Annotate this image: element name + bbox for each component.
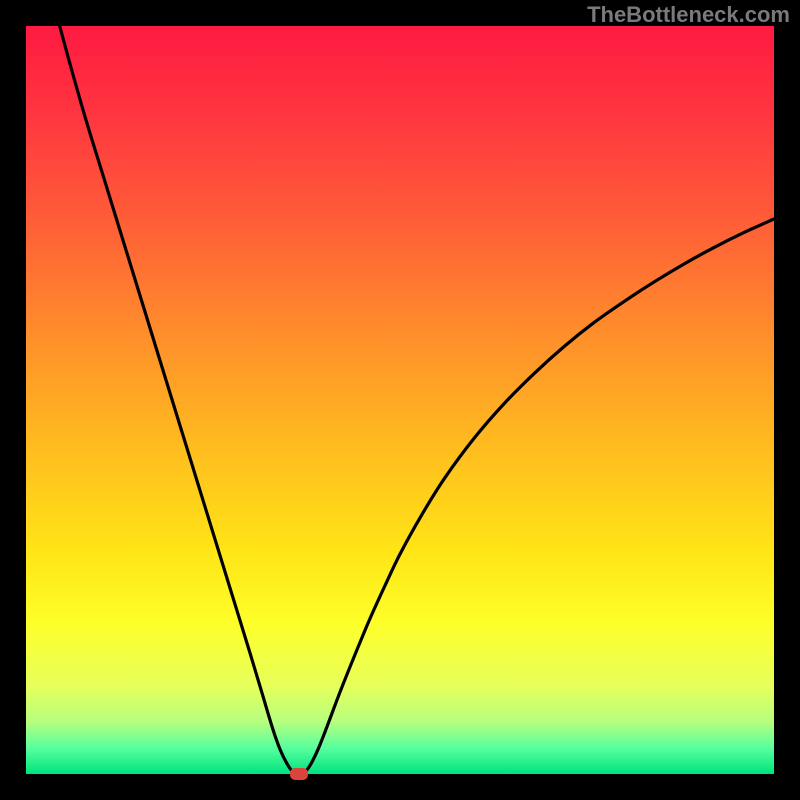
chart-container: TheBottleneck.com [0,0,800,800]
bottleneck-chart [0,0,800,800]
watermark-text: TheBottleneck.com [587,2,790,28]
